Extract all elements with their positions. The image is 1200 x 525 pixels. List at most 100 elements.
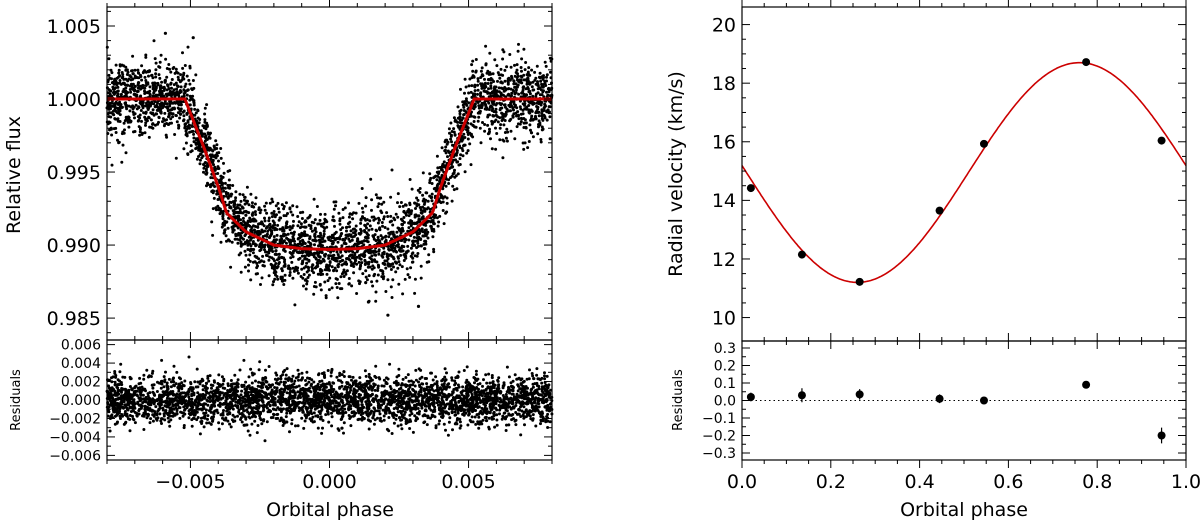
flux-point [243,221,247,225]
flux-point [277,207,280,211]
flux-point [377,202,381,206]
flux-point [279,234,283,238]
flux-point [460,139,464,143]
flux-point [169,70,173,74]
flux-point [158,108,162,112]
flux-point [318,218,322,222]
flux-point [514,103,517,107]
flux-point [509,109,512,113]
flux-point [347,201,350,205]
flux-point [515,78,519,82]
flux-point [318,282,322,286]
residual-point [207,379,211,383]
flux-point [380,211,384,215]
flux-point [488,51,492,55]
flux-point [194,137,198,141]
residual-point [516,412,520,416]
flux-point [107,57,111,61]
flux-point [506,130,510,134]
flux-point [359,241,362,245]
flux-point [404,256,408,260]
flux-point [407,210,411,214]
flux-point [298,235,302,239]
flux-point [402,245,406,249]
flux-point [470,84,474,88]
flux-point [222,171,226,175]
flux-point [246,241,249,245]
flux-point [354,258,358,262]
flux-point [445,210,449,214]
flux-point [322,234,326,238]
residual-point [228,422,232,426]
flux-point [239,199,243,203]
flux-point [351,217,355,221]
residual-point [481,384,484,388]
flux-point [137,125,141,129]
flux-point [198,158,202,162]
flux-point [197,155,200,158]
flux-point [401,219,405,223]
flux-point [481,121,484,124]
flux-point [548,137,552,141]
flux-point [250,201,254,205]
flux-point [483,77,486,81]
flux-point [227,178,231,182]
flux-point [126,79,130,83]
flux-point [528,82,532,86]
flux-point [280,267,284,271]
flux-point [540,109,544,113]
flux-point [464,97,468,101]
flux-point [176,111,180,115]
flux-point [123,128,126,132]
flux-point [272,221,276,225]
flux-point [174,114,178,118]
flux-point [388,262,392,266]
flux-point [287,239,291,243]
flux-point [334,204,337,208]
flux-point [319,288,323,292]
flux-point [422,197,426,201]
residual-point [236,414,239,418]
flux-point [186,152,190,156]
flux-point [520,69,523,73]
flux-point [251,260,255,264]
flux-point [257,222,260,226]
flux-point [491,94,495,98]
flux-point [125,68,129,72]
flux-point [370,280,374,284]
flux-point [493,58,497,62]
flux-point [283,273,287,277]
flux-point [463,91,466,95]
flux-point [177,124,181,128]
flux-point [166,105,170,109]
flux-point [474,70,478,74]
flux-point [211,233,215,237]
flux-point [411,256,415,260]
flux-point [480,101,484,105]
flux-point [325,225,329,229]
flux-point [416,304,421,309]
flux-point [305,233,309,237]
flux-point [386,313,390,317]
flux-point [223,186,227,190]
flux-point [307,215,311,219]
flux-point [144,55,148,59]
flux-point [479,94,482,98]
flux-point [275,258,279,262]
flux-point [487,108,491,111]
flux-point [179,73,183,77]
flux-point [414,207,417,210]
flux-point [131,72,135,76]
flux-point [168,108,172,112]
flux-point [215,143,219,147]
flux-point [163,122,167,126]
flux-point [309,226,313,230]
residual-point [193,380,197,384]
residual-point [358,376,362,380]
flux-point [318,231,322,235]
residual-point [118,370,122,374]
flux-point [124,151,128,155]
flux-point [234,211,237,215]
flux-point [176,106,180,110]
flux-point [532,102,536,105]
